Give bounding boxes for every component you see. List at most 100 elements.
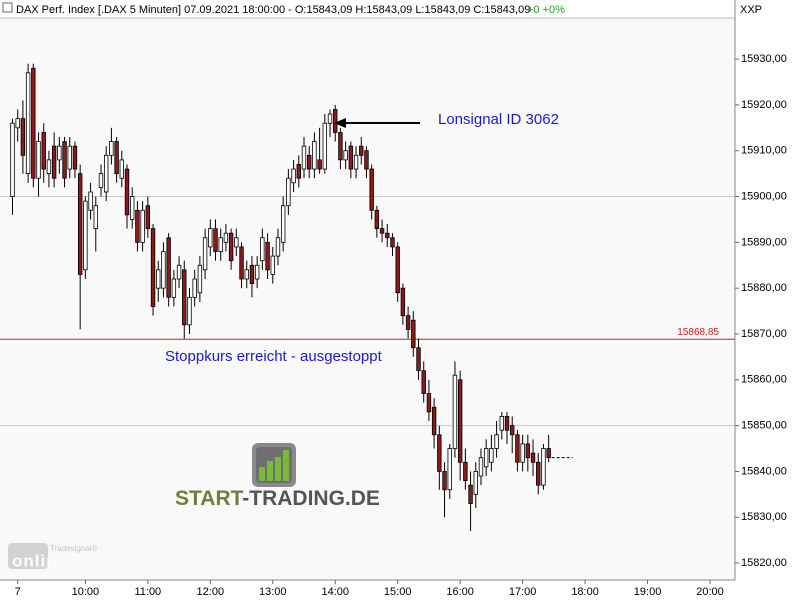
y-tick-label: 15900,00: [741, 190, 787, 202]
candle-body: [385, 232, 390, 239]
candle-body: [119, 159, 125, 179]
candle-body: [249, 264, 255, 284]
marks: 15820,00 15830,00 15840,00 15850,00 15860,00…: [0, 53, 787, 598]
candle-body: [109, 141, 114, 156]
candle-body: [306, 154, 312, 170]
y-tick-label: 15870,00: [741, 328, 787, 340]
candle-body: [244, 269, 249, 280]
logo-bar: [259, 467, 265, 481]
candle-body: [213, 228, 218, 252]
logo-part: -TRADING.DE: [242, 487, 380, 510]
candle-body: [187, 296, 192, 326]
candle-body: [15, 118, 20, 129]
header-icon: [2, 2, 13, 13]
candle-body: [254, 264, 260, 280]
candle-body: [353, 154, 359, 170]
candle-body: [379, 228, 385, 234]
x-tick-label: 20:00: [696, 586, 724, 598]
candle-body: [343, 150, 348, 161]
candle-body: [327, 113, 333, 124]
candle-body: [468, 484, 473, 504]
candle-body: [286, 177, 291, 207]
candle-body: [431, 406, 437, 436]
candle-body: [447, 448, 452, 491]
candle-body: [322, 122, 328, 170]
y-tick-label: 15860,00: [741, 374, 787, 386]
candle-body: [270, 255, 275, 275]
y-tick-label: 15840,00: [741, 465, 787, 477]
candle-body: [234, 237, 239, 248]
candle-body: [395, 246, 400, 294]
candle-body: [369, 168, 374, 211]
candle-body: [161, 251, 166, 289]
x-tick-label: 12:00: [197, 586, 225, 598]
stop-line-label: 15868,85: [677, 327, 719, 338]
candle-body: [489, 448, 494, 463]
candle-body: [478, 457, 484, 477]
candle-body: [182, 269, 187, 326]
candle-body: [260, 237, 265, 262]
x-tick-label: 19:00: [634, 586, 662, 598]
candle-body: [67, 145, 72, 170]
candle-body: [57, 145, 62, 161]
candle-body: [333, 109, 338, 133]
candle-body: [442, 471, 447, 491]
candle-body: [536, 461, 541, 486]
logo-bar: [267, 461, 273, 481]
candle-body: [197, 264, 203, 294]
y-tick-label: 15890,00: [741, 236, 787, 248]
axis-label: XXP: [740, 4, 762, 16]
candle-body: [312, 141, 317, 170]
candle-body: [218, 237, 223, 252]
candle-body: [317, 159, 322, 170]
x-tick-label: 18:00: [571, 586, 599, 598]
candle-body: [416, 347, 421, 372]
candle-body: [62, 141, 67, 179]
candle-body: [510, 425, 515, 436]
candle-body: [77, 173, 83, 275]
candle-body: [36, 141, 41, 179]
watermark-box: [8, 543, 48, 569]
candle-body: [525, 443, 531, 459]
candle-body: [239, 246, 244, 280]
y-tick-label: 15850,00: [741, 420, 787, 432]
candle-body: [124, 168, 130, 216]
chart-title: DAX Perf. Index [.DAX 5 Minuten] 07.09.2…: [16, 4, 530, 16]
x-tick-label: 13:00: [259, 586, 287, 598]
x-tick-label: 7: [15, 586, 21, 598]
x-tick-label: 14:00: [321, 586, 349, 598]
candle-body: [72, 145, 78, 170]
candle-body: [473, 471, 478, 495]
candle-body: [515, 434, 520, 463]
candle-body: [171, 278, 177, 298]
y-tick-label: 15910,00: [741, 145, 787, 157]
candle-body: [338, 132, 343, 161]
candle-body: [156, 269, 161, 289]
candle-body: [421, 370, 426, 394]
candle-body: [41, 132, 46, 170]
candle-body: [348, 145, 354, 170]
candle-body: [483, 448, 489, 468]
x-tick-label: 15:00: [384, 586, 412, 598]
logo-text: START-TRADING.DE: [175, 487, 380, 510]
candle-body: [10, 122, 15, 197]
candle-body: [114, 141, 119, 175]
candle-body: [530, 452, 536, 463]
logo-part: START: [175, 487, 244, 510]
candle-body: [130, 196, 135, 220]
candle-body: [364, 150, 369, 170]
candle-body: [140, 209, 145, 243]
candle-body: [46, 159, 52, 175]
candle-body: [452, 374, 458, 449]
logo: START-TRADING.DE: [175, 443, 380, 510]
watermark: Tradesignal® online: [8, 543, 98, 570]
change: +0 +0%: [527, 4, 565, 16]
logo-bar: [283, 450, 289, 481]
candle-body: [390, 237, 395, 248]
annotation: Stoppkurs erreicht - ausgestoppt: [165, 348, 383, 365]
candle-body: [374, 209, 380, 230]
candle-body: [541, 448, 546, 486]
candle-body: [411, 319, 416, 349]
candle-body: [25, 72, 31, 175]
x-tick-label: 10:00: [72, 586, 100, 598]
